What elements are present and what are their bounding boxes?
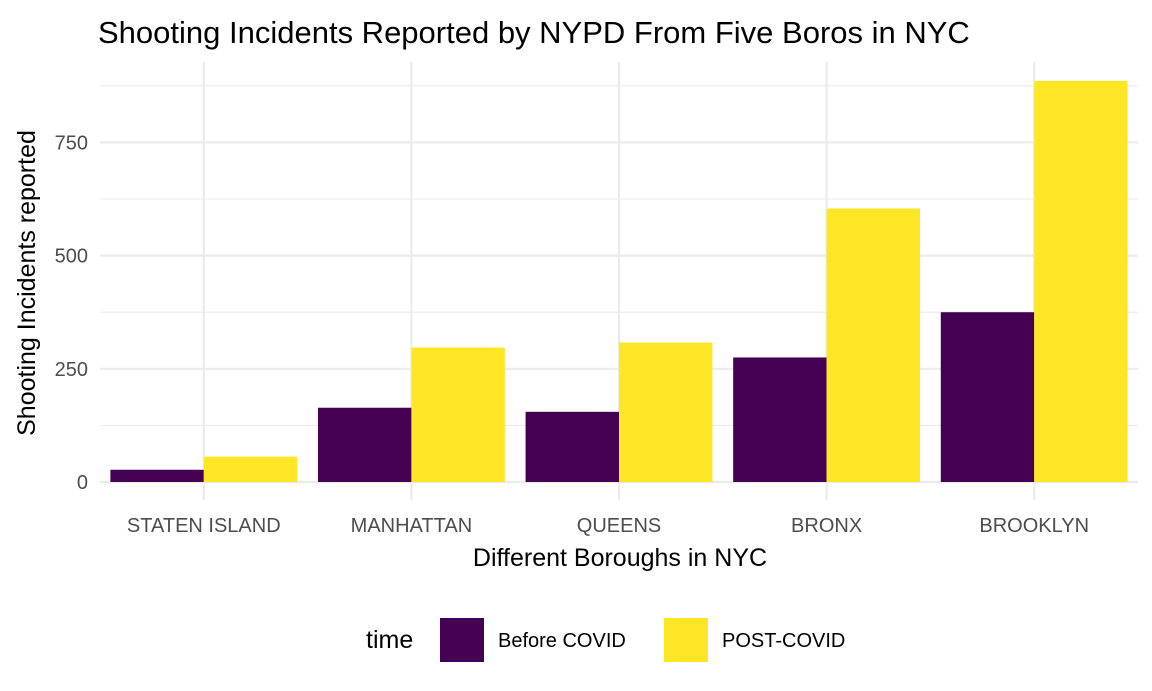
x-tick-label: MANHATTAN bbox=[351, 515, 472, 537]
chart-title: Shooting Incidents Reported by NYPD From… bbox=[98, 15, 970, 50]
bar-staten-island-before-covid bbox=[110, 469, 204, 482]
x-tick-label: BROOKLYN bbox=[979, 515, 1089, 537]
x-axis-title: Different Boroughs in NYC bbox=[473, 544, 767, 572]
x-axis-ticks: STATEN ISLAND MANHATTAN QUEENS BRONX BROOKLY… bbox=[127, 515, 1089, 537]
y-tick-label: 0 bbox=[77, 472, 88, 494]
x-tick-label: BRONX bbox=[791, 515, 862, 537]
bars bbox=[110, 80, 1128, 483]
legend: time Before COVID POST-COVID bbox=[366, 618, 845, 662]
bar-queens-before-covid bbox=[525, 411, 619, 482]
y-tick-label: 750 bbox=[55, 132, 88, 154]
bar-brooklyn-before-covid bbox=[940, 312, 1035, 482]
bar-queens-post-covid bbox=[619, 342, 713, 482]
legend-label-post-covid: POST-COVID bbox=[722, 630, 845, 652]
x-tick-label: STATEN ISLAND bbox=[127, 515, 281, 537]
bar-bronx-post-covid bbox=[826, 208, 921, 483]
legend-swatch-post-covid bbox=[664, 618, 708, 662]
bar-manhattan-before-covid bbox=[317, 407, 412, 482]
bar-bronx-before-covid bbox=[733, 357, 827, 482]
y-tick-label: 500 bbox=[55, 246, 88, 268]
legend-title: time bbox=[366, 626, 413, 654]
legend-swatch-before-covid bbox=[440, 618, 484, 662]
y-tick-label: 250 bbox=[55, 359, 88, 381]
x-tick-label: QUEENS bbox=[577, 515, 661, 537]
bar-brooklyn-post-covid bbox=[1034, 80, 1128, 482]
bar-manhattan-post-covid bbox=[411, 347, 505, 482]
legend-label-before-covid: Before COVID bbox=[498, 630, 626, 652]
y-axis-title: Shooting Incidents reported bbox=[13, 130, 41, 436]
bar-staten-island-post-covid bbox=[203, 456, 298, 482]
y-axis-ticks: 0 250 500 750 bbox=[55, 132, 88, 494]
